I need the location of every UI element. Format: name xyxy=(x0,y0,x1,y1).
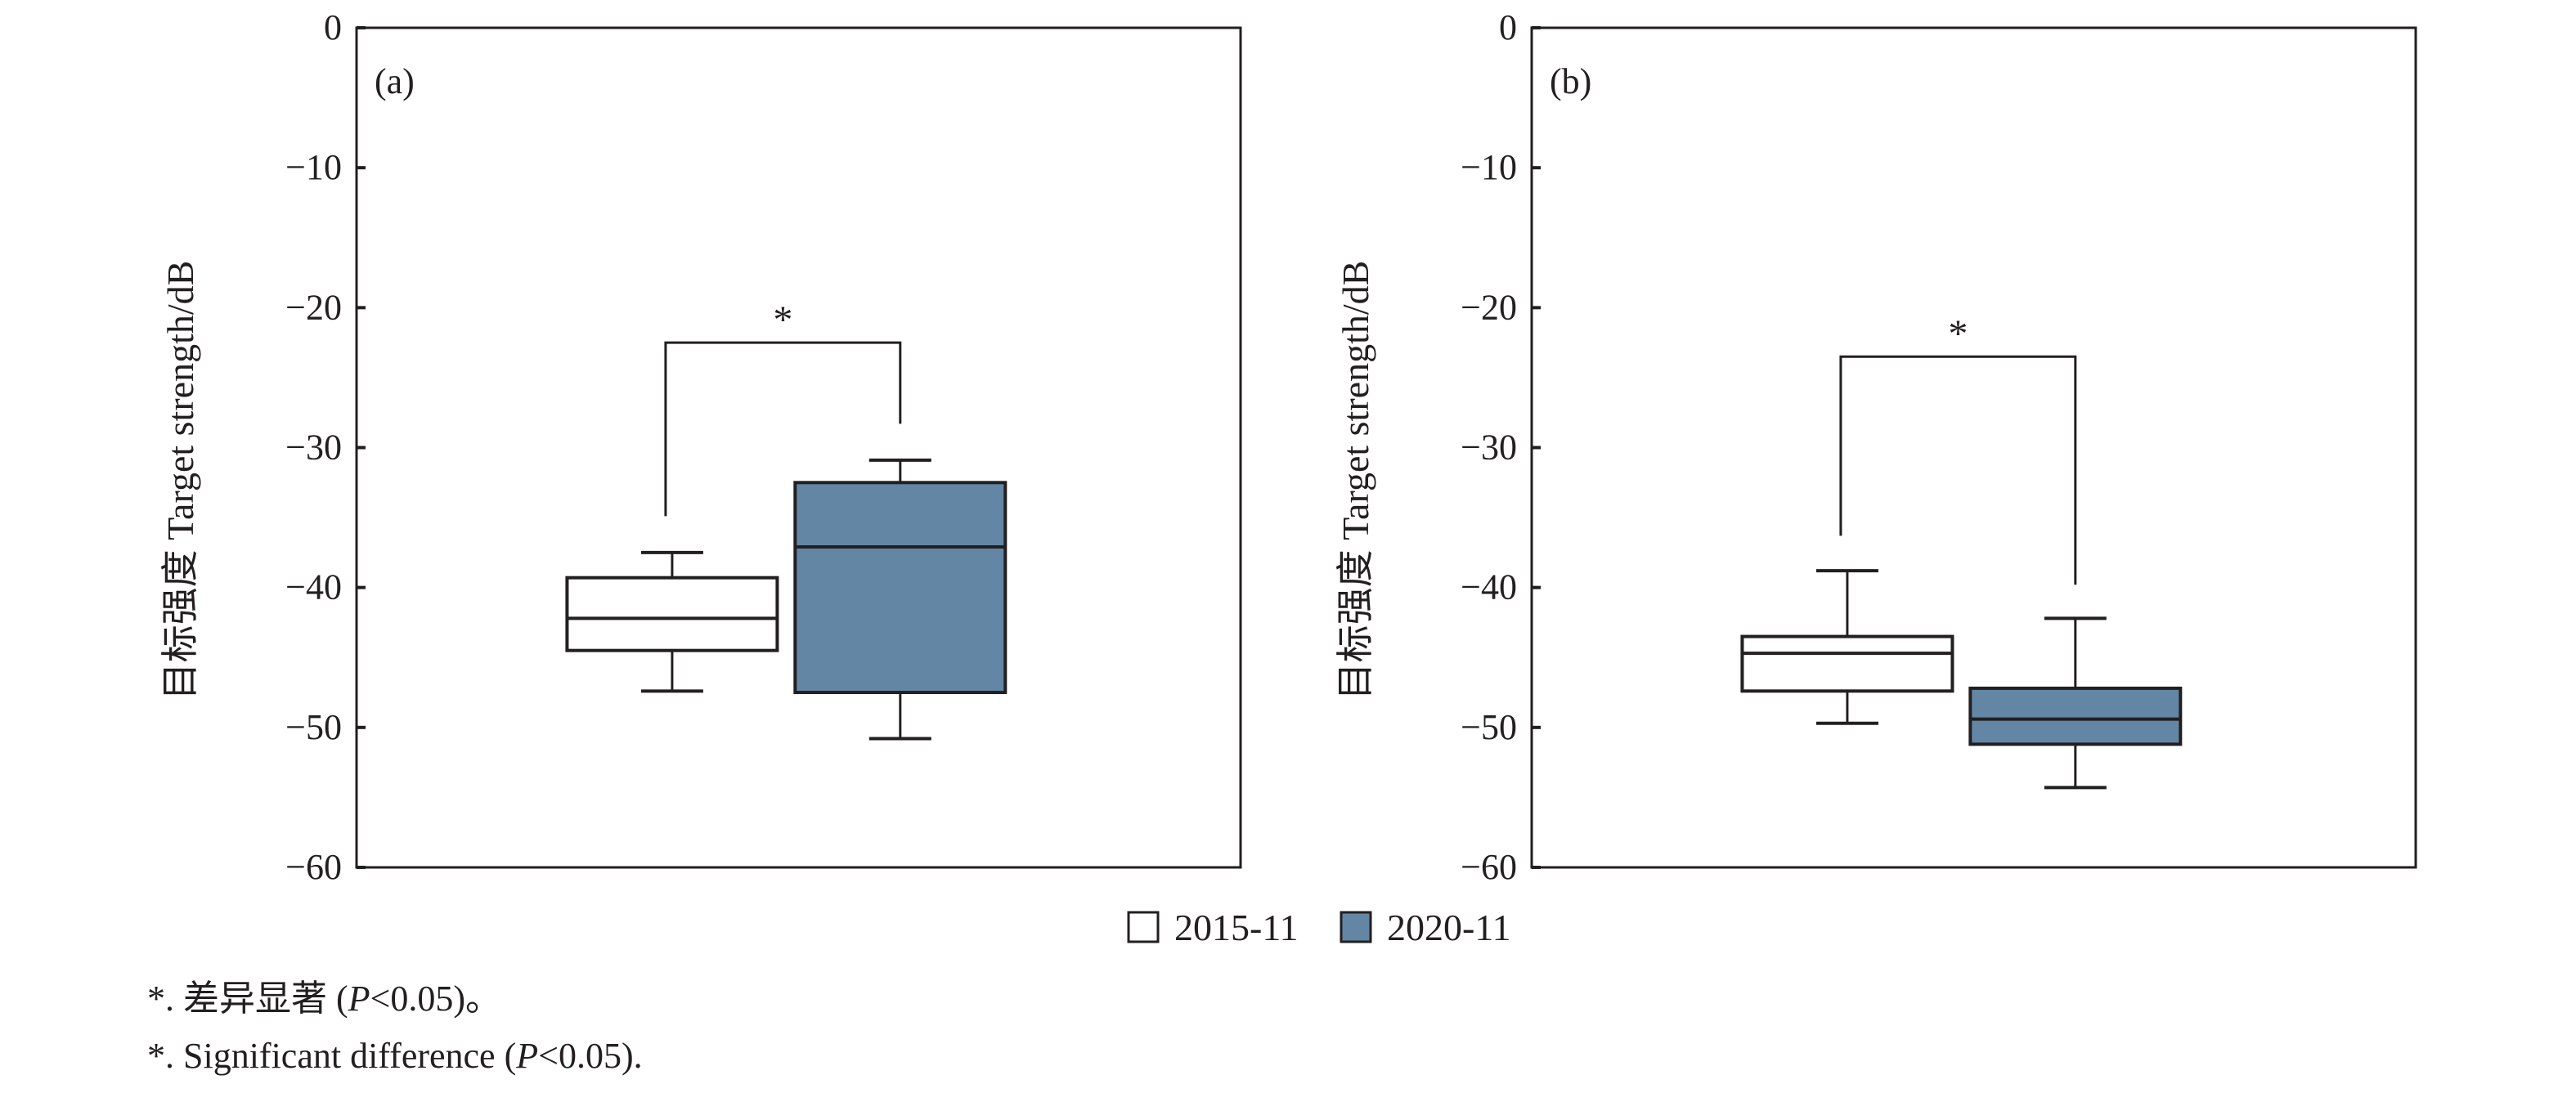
y-tick-label: −30 xyxy=(1461,428,1517,468)
y-tick-label: −30 xyxy=(285,428,342,468)
y-tick-label: 0 xyxy=(324,7,342,47)
box-2020-11 xyxy=(1968,616,2183,790)
legend-swatch-2015 xyxy=(1127,911,1160,943)
footnote-en-prefix: *. Significant difference ( xyxy=(147,1036,516,1076)
y-tick-label: −60 xyxy=(1461,847,1517,887)
y-tick-label: −10 xyxy=(1461,147,1517,187)
y-tick-label: −20 xyxy=(285,287,342,327)
y-tick-label: −10 xyxy=(285,147,342,187)
y-tick-label: 0 xyxy=(1499,7,1517,47)
footnote-cn: *. 差异显著 (P<0.05)。 xyxy=(147,979,501,1019)
panel-a: 0 −10 −20 −30 −40 −50 −60 目标强度 Target strength/… xyxy=(159,7,1242,887)
box-2015-11 xyxy=(565,550,779,693)
y-axis-label: 目标强度 Target strength/dB xyxy=(159,261,201,701)
box-2020-11 xyxy=(793,458,1008,741)
footnote-cn-suffix: <0.05)。 xyxy=(370,979,501,1019)
y-tick-label: −60 xyxy=(285,847,342,887)
significance-bracket xyxy=(1839,355,2077,585)
legend-label-2020: 2020-11 xyxy=(1387,907,1511,948)
footnote-en-suffix: <0.05). xyxy=(538,1036,642,1076)
significance-marker: * xyxy=(1948,312,1968,356)
significance-marker: * xyxy=(773,298,792,342)
box-iqr xyxy=(1740,634,1954,693)
legend-label-2015: 2015-11 xyxy=(1174,907,1299,948)
panels: 0 −10 −20 −30 −40 −50 −60 目标强度 Target strength/… xyxy=(159,7,2417,887)
footnote-en: *. Significant difference (P<0.05). xyxy=(147,1036,643,1076)
box-2015-11 xyxy=(1740,569,1954,725)
y-tick-label: −20 xyxy=(1461,287,1517,327)
panel-b: 0 −10 −20 −30 −40 −50 −60 目标强度 Target strength/… xyxy=(1335,7,2417,887)
box-iqr xyxy=(1968,686,2183,746)
box-iqr xyxy=(793,481,1008,695)
significance-bracket xyxy=(664,341,902,517)
footnote-cn-prefix: *. 差异显著 ( xyxy=(147,979,348,1019)
y-axis-label: 目标强度 Target strength/dB xyxy=(1335,261,1376,701)
plot-frame xyxy=(355,26,1242,869)
panel-label: (b) xyxy=(1550,61,1591,101)
y-tick-label: −50 xyxy=(1461,707,1517,747)
legend: 2015-11 2020-11 xyxy=(1127,907,1511,948)
y-tick-label: −50 xyxy=(285,707,342,747)
y-tick-label: −40 xyxy=(285,567,342,607)
y-tick-label: −40 xyxy=(1461,567,1517,607)
legend-swatch-2020 xyxy=(1340,911,1372,943)
footnote-cn-p: P xyxy=(348,979,370,1019)
box-iqr xyxy=(565,576,779,652)
footnote-en-p: P xyxy=(515,1036,538,1076)
panel-label: (a) xyxy=(375,61,415,101)
